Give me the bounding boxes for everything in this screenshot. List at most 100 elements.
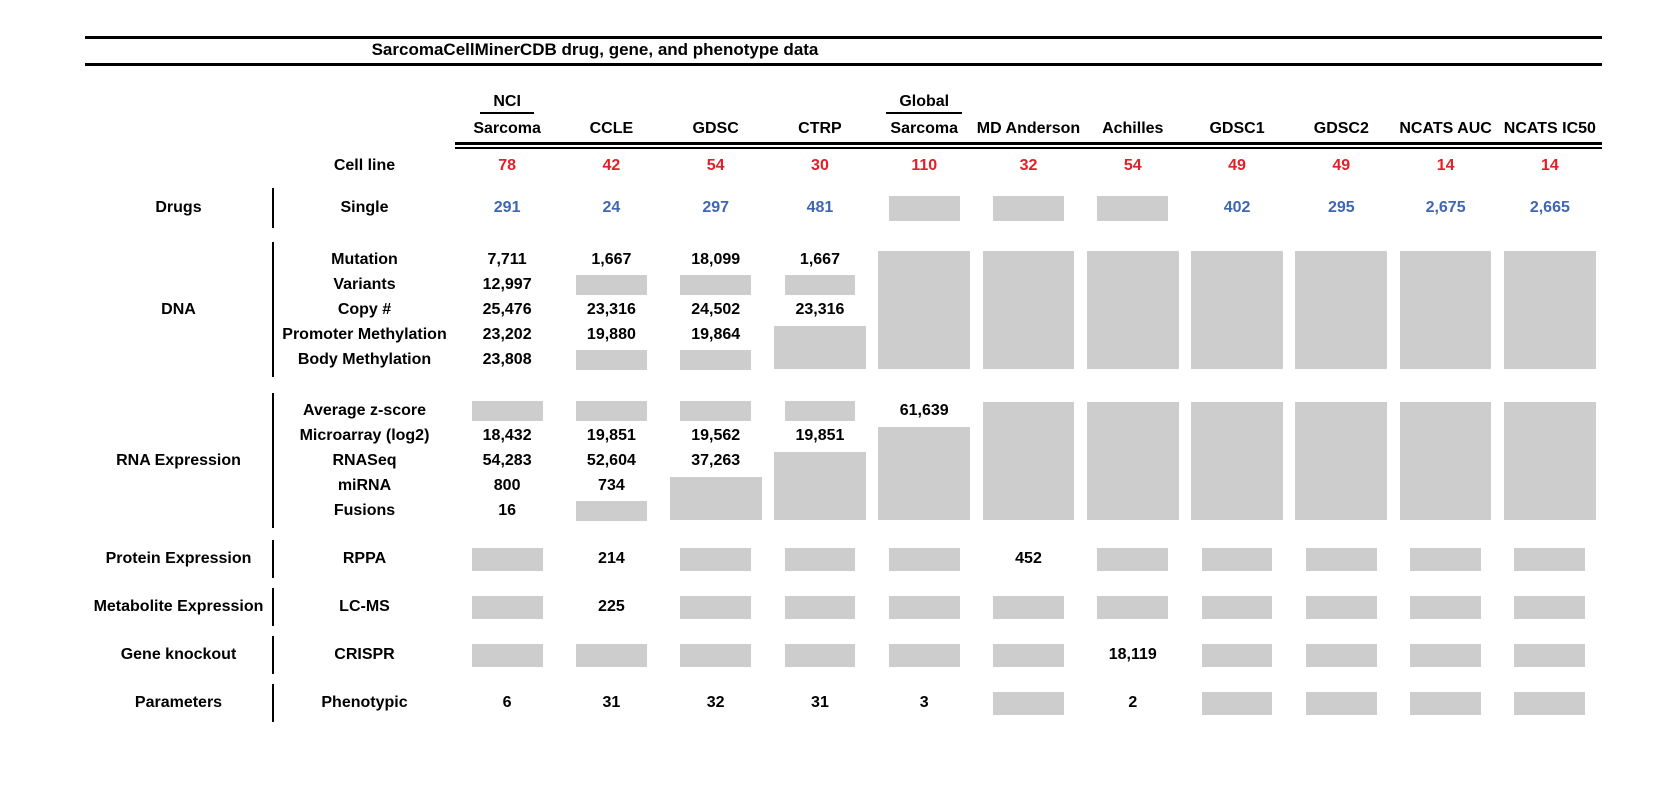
missing-data-block	[680, 349, 752, 370]
missing-data-block	[993, 643, 1064, 667]
missing-data-block	[878, 250, 971, 369]
category-label: Metabolite Expression	[85, 588, 274, 626]
missing-data-block	[680, 595, 752, 619]
missing-data-block	[1503, 250, 1596, 369]
column-header: Achilles	[1102, 120, 1164, 137]
row-label: Copy #	[337, 300, 392, 318]
row-label: RNASeq	[332, 451, 397, 469]
missing-data-block	[993, 691, 1064, 715]
data-value: 214	[598, 550, 625, 567]
cell-line-count: 54	[1123, 157, 1142, 174]
row-label: Promoter Methylation	[282, 325, 447, 343]
data-value: 52,604	[586, 451, 636, 469]
section-metabolite: Metabolite Expression LC-MS 225	[85, 588, 1602, 626]
missing-data-block	[982, 401, 1075, 520]
data-value: 23,316	[586, 300, 636, 318]
cell-line-count: 14	[1540, 157, 1559, 174]
category-label: RNA Expression	[85, 393, 274, 528]
data-value: 7,711	[487, 250, 527, 268]
cell-line-count: 14	[1436, 157, 1455, 174]
missing-data-block	[888, 195, 960, 221]
missing-data-block	[1201, 691, 1273, 715]
missing-data-block	[471, 643, 543, 667]
row-label: Single	[340, 199, 389, 216]
data-value: 734	[598, 476, 625, 494]
data-value: 54,283	[482, 451, 532, 469]
section-knockout: Gene knockout CRISPR 18,119	[85, 636, 1602, 674]
category-label: DNA	[85, 242, 274, 377]
missing-data-block	[471, 400, 543, 421]
missing-data-block	[784, 595, 856, 619]
data-table: NCI Sarcoma CCLE GDSC CTRP Global Sarcoma MD An…	[85, 88, 1602, 722]
missing-data-block	[680, 643, 752, 667]
missing-data-block	[993, 195, 1064, 221]
column-header: NCATS IC50	[1503, 120, 1596, 137]
row-label: miRNA	[337, 476, 392, 494]
section-protein: Protein Expression RPPA 214 452	[85, 540, 1602, 578]
cell-line-count: 49	[1332, 157, 1351, 174]
cell-line-count: 54	[706, 157, 725, 174]
missing-data-block	[774, 451, 866, 520]
missing-data-block	[1191, 250, 1283, 369]
row-label: CRISPR	[334, 646, 395, 663]
row-label: Variants	[333, 275, 396, 293]
data-value: 2,665	[1529, 199, 1570, 216]
missing-data-block	[888, 595, 960, 619]
category-label: Gene knockout	[85, 636, 274, 674]
missing-data-block	[1191, 401, 1283, 520]
data-value: 37,263	[691, 451, 741, 469]
data-value: 19,864	[691, 325, 741, 343]
missing-data-block	[575, 500, 647, 521]
column-header: Sarcoma	[890, 120, 959, 137]
data-value: 1,667	[799, 250, 840, 268]
column-header: CCLE	[589, 120, 634, 137]
missing-data-block	[784, 274, 856, 295]
missing-data-block	[1410, 595, 1482, 619]
data-value: 295	[1327, 199, 1355, 216]
data-value: 18,432	[482, 426, 532, 444]
row-label: RPPA	[342, 550, 387, 567]
missing-data-block	[1514, 595, 1586, 619]
row-label: Fusions	[333, 501, 396, 519]
data-value: 481	[806, 199, 834, 216]
missing-data-block	[1514, 691, 1586, 715]
missing-data-block	[1514, 547, 1586, 571]
data-value: 31	[811, 694, 829, 711]
data-value: 23,808	[482, 350, 532, 368]
missing-data-block	[784, 400, 856, 421]
figure-title: SarcomaCellMinerCDB drug, gene, and phen…	[371, 40, 819, 59]
data-value: 800	[493, 476, 521, 494]
missing-data-block	[1305, 547, 1377, 571]
missing-data-block	[1305, 595, 1377, 619]
missing-data-block	[1410, 691, 1482, 715]
missing-data-block	[471, 595, 543, 619]
data-value: 19,851	[586, 426, 636, 444]
missing-data-block	[680, 274, 752, 295]
row-label: Microarray (log2)	[299, 426, 430, 444]
category-label: Protein Expression	[85, 540, 274, 578]
data-value: 291	[493, 199, 521, 216]
missing-data-block	[982, 250, 1075, 369]
column-header: CTRP	[798, 120, 842, 137]
column-header: NCATS AUC	[1399, 120, 1492, 137]
missing-data-block	[680, 400, 752, 421]
section-dna: DNA Mutation 7,711 1,667 18,099 1,667 Variants…	[85, 242, 1602, 377]
missing-data-block	[1086, 401, 1179, 520]
data-value: 23,316	[795, 300, 845, 318]
header-double-rule	[455, 142, 1602, 149]
data-value: 32	[706, 694, 725, 711]
data-value: 2	[1128, 694, 1138, 711]
missing-data-block	[575, 274, 647, 295]
column-header-top-label: Global	[886, 93, 963, 114]
missing-data-block	[1201, 643, 1273, 667]
data-value: 18,119	[1108, 646, 1157, 663]
data-value: 23,202	[482, 325, 532, 343]
missing-data-block	[1399, 401, 1492, 520]
section-rna: RNA Expression Average z-score 61,639 Micro…	[85, 393, 1602, 528]
missing-data-block	[471, 547, 543, 571]
data-value: 31	[602, 694, 621, 711]
category-label: Parameters	[85, 684, 274, 722]
data-value: 61,639	[899, 401, 949, 419]
row-label: Mutation	[331, 250, 398, 268]
missing-data-block	[1514, 643, 1586, 667]
